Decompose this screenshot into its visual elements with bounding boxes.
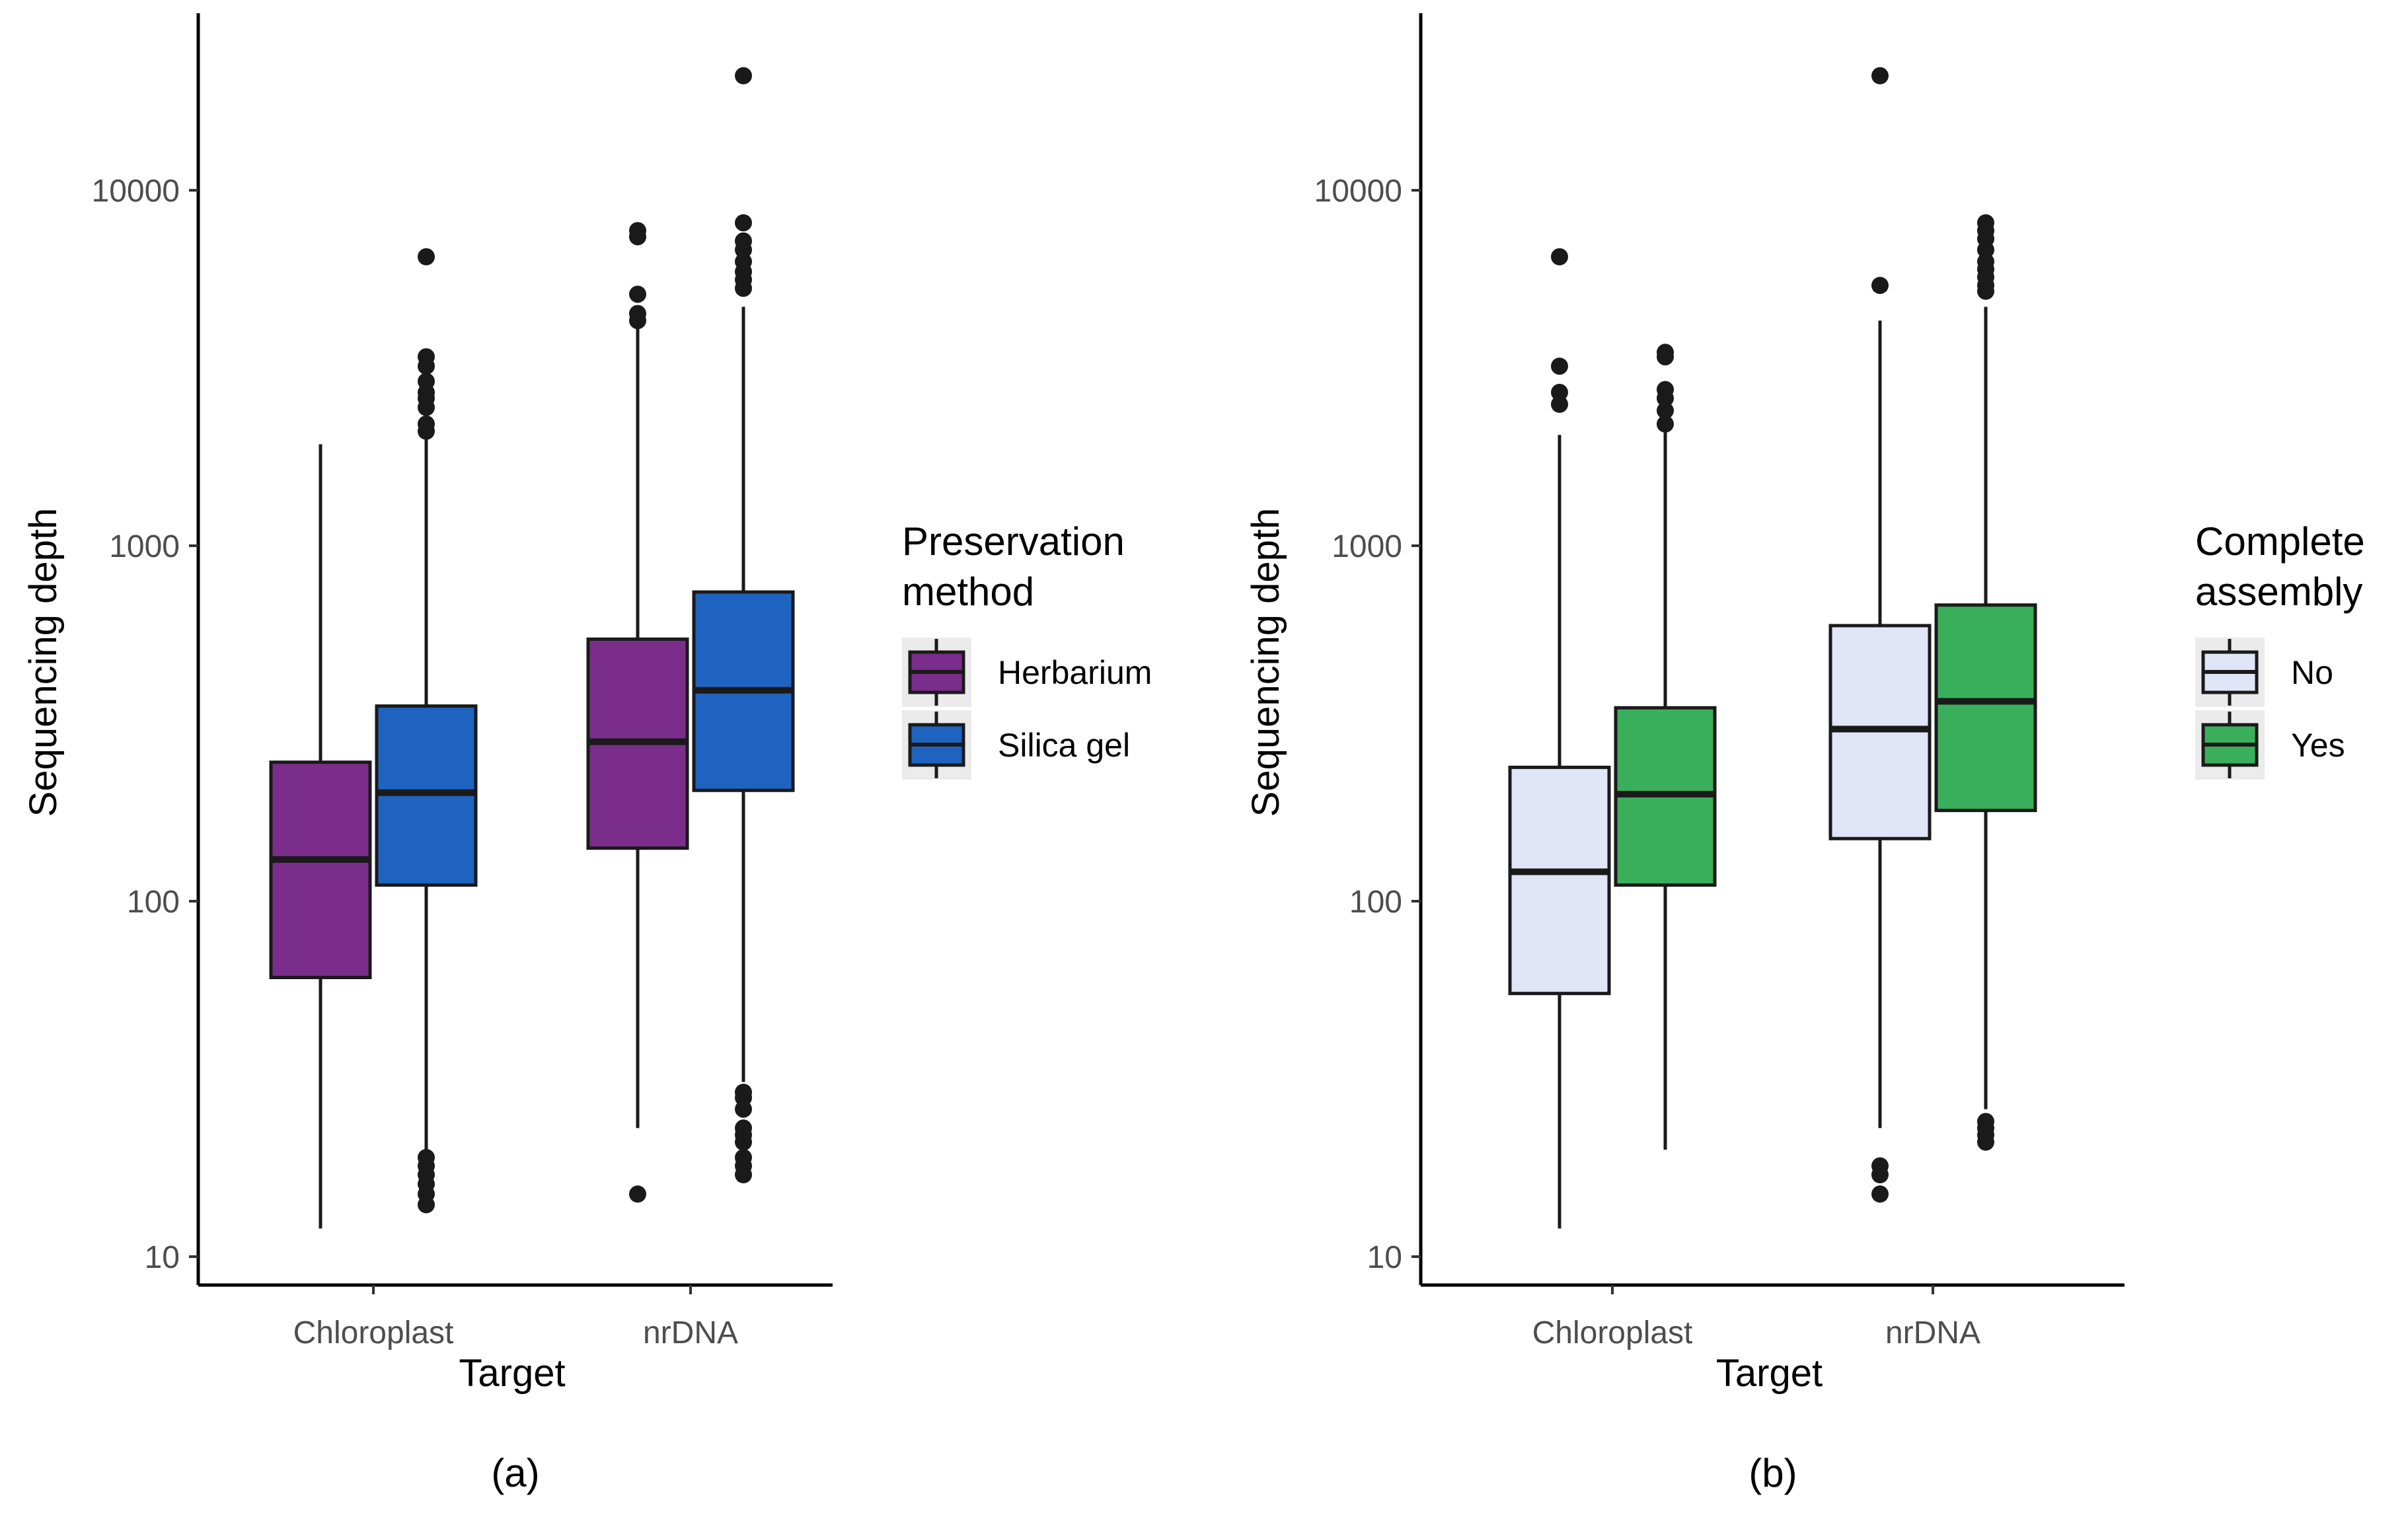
x-axis-title: Target	[459, 1352, 565, 1395]
y-axis-title: Sequencing depth	[22, 508, 65, 817]
y-tick-label: 10	[145, 1240, 180, 1275]
outlier-point	[1657, 415, 1674, 433]
outlier-point	[1551, 383, 1568, 401]
outlier-point	[1871, 1166, 1889, 1184]
legend-title: Complete	[2195, 519, 2365, 564]
x-axis-title: Target	[1716, 1352, 1823, 1395]
outlier-point	[1657, 389, 1674, 407]
x-tick-label: Chloroplast	[293, 1315, 454, 1350]
box-body	[1508, 765, 1611, 996]
panel-label: (a)	[491, 1451, 539, 1495]
box-nrdna-herbarium	[586, 222, 689, 1203]
outlier-point	[629, 312, 646, 330]
outlier-point	[1871, 67, 1889, 85]
y-tick-label: 10000	[92, 174, 180, 209]
outlier-point	[629, 228, 646, 246]
x-tick-label: Chloroplast	[1532, 1315, 1693, 1350]
y-tick-label: 1000	[109, 529, 180, 564]
outlier-point	[735, 214, 752, 232]
legend-label: Yes	[2291, 727, 2345, 764]
box-chloroplast-silica-gel	[375, 248, 478, 1214]
legend-entry-no: No	[2195, 638, 2333, 707]
outlier-point	[1551, 248, 1568, 266]
box-chloroplast-herbarium	[269, 444, 372, 1229]
x-tick-label: nrDNA	[1885, 1315, 1980, 1350]
box-nrdna-silica-gel	[692, 67, 795, 1184]
outlier-point	[735, 1133, 752, 1151]
y-axis-title: Sequencing depth	[1244, 508, 1287, 817]
legend-entry-herbarium: Herbarium	[902, 638, 1152, 707]
outlier-point	[1657, 348, 1674, 366]
outlier-point	[629, 1185, 646, 1203]
box-chloroplast-no	[1508, 248, 1611, 1229]
box-body	[1934, 603, 2037, 813]
legend: Preservation method Herbarium Silica gel	[902, 519, 1152, 780]
legend-label: No	[2291, 654, 2333, 691]
y-tick-label: 10	[1367, 1240, 1402, 1275]
outlier-point	[735, 1100, 752, 1118]
legend-label: Silica gel	[998, 727, 1130, 764]
outlier-point	[418, 398, 435, 416]
y-tick-label: 100	[127, 885, 180, 920]
panel-label: (b)	[1749, 1451, 1797, 1495]
legend: Complete assembly No Yes	[2195, 519, 2365, 780]
chart-panel-a: 10 100 1000 10000 Chloroplast nrDNA Target Sequ…	[22, 13, 1152, 1495]
outlier-point	[1977, 282, 1994, 300]
outlier-point	[418, 1196, 435, 1214]
box-chloroplast-yes	[1614, 344, 1717, 1150]
outlier-point	[1977, 1133, 1994, 1151]
outlier-point	[1871, 1185, 1889, 1203]
outlier-point	[629, 285, 646, 303]
outlier-point	[418, 248, 435, 266]
legend-title: Preservation	[902, 519, 1125, 564]
box-body	[269, 760, 372, 979]
x-tick-label: nrDNA	[643, 1315, 738, 1350]
legend-label: Herbarium	[998, 654, 1152, 691]
legend-entry-silica-gel: Silica gel	[902, 710, 1130, 780]
legend-title: method	[902, 570, 1034, 614]
y-tick-label: 100	[1349, 885, 1402, 920]
outlier-point	[1551, 395, 1568, 413]
outlier-point	[1871, 276, 1889, 294]
outlier-point	[735, 241, 752, 259]
outlier-point	[1551, 357, 1568, 375]
outlier-point	[1657, 402, 1674, 420]
outlier-point	[418, 422, 435, 440]
outlier-point	[735, 67, 752, 85]
y-tick-label: 1000	[1332, 529, 1402, 564]
outlier-point	[418, 357, 435, 375]
box-nrdna-no	[1828, 67, 1932, 1203]
legend-entry-yes: Yes	[2195, 710, 2345, 780]
box-nrdna-yes	[1934, 214, 2037, 1151]
outlier-point	[735, 279, 752, 297]
outlier-point	[1977, 241, 1994, 259]
y-tick-label: 10000	[1314, 174, 1402, 209]
chart-panel-b: 10 100 1000 10000 Chloroplast nrDNA Target Sequ…	[1244, 13, 2365, 1495]
legend-title: assembly	[2195, 570, 2362, 614]
outlier-point	[735, 1166, 752, 1184]
